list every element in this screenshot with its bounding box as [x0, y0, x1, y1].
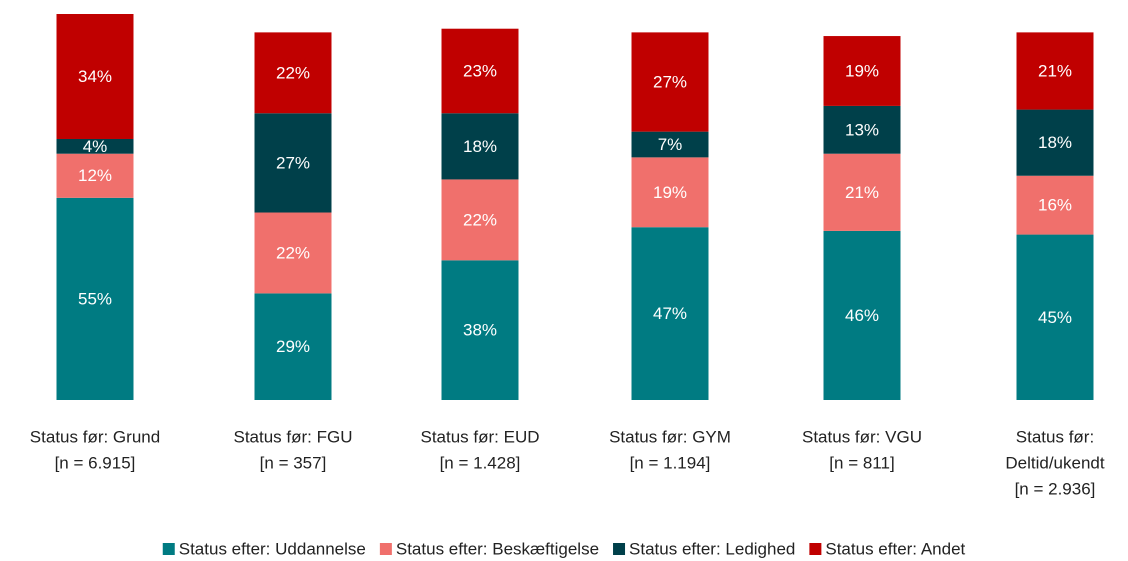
bar-segment	[1016, 109, 1094, 176]
bar-segment	[254, 32, 332, 114]
bar-segment	[441, 179, 519, 261]
bar-segment	[56, 138, 134, 154]
data-label: 22%	[463, 210, 497, 229]
legend-label: Status efter: Uddannelse	[179, 539, 366, 558]
data-label: 45%	[1038, 308, 1072, 327]
legend-swatch	[613, 543, 626, 555]
data-label: 7%	[658, 135, 683, 154]
x-tick-label: Status før: VGU	[802, 427, 922, 446]
x-tick-label: Deltid/ukendt	[1005, 453, 1105, 472]
x-tick-label: [n = 357]	[260, 453, 327, 472]
bar-segment	[823, 153, 901, 231]
x-tick-label: [n = 2.936]	[1015, 479, 1096, 498]
data-label: 38%	[463, 321, 497, 340]
bar-segment	[823, 105, 901, 154]
bar-segment	[56, 197, 134, 400]
data-label: 13%	[845, 120, 879, 139]
data-label: 19%	[845, 61, 879, 80]
data-label: 23%	[463, 61, 497, 80]
data-label: 21%	[1038, 61, 1072, 80]
bar-segment	[56, 14, 134, 139]
bar-segment	[823, 36, 901, 106]
bar-segment	[441, 113, 519, 180]
x-tick-label: [n = 1.428]	[440, 453, 521, 472]
data-label: 27%	[653, 72, 687, 91]
data-label: 18%	[1038, 133, 1072, 152]
bar-segment	[631, 157, 709, 228]
data-label: 22%	[276, 63, 310, 82]
legend-swatch	[809, 543, 822, 555]
bar-segment	[823, 230, 901, 400]
data-label: 46%	[845, 306, 879, 325]
data-label: 21%	[845, 183, 879, 202]
x-tick-label: [n = 1.194]	[630, 453, 711, 472]
bar-segment	[441, 28, 519, 114]
x-tick-label: [n = 811]	[829, 453, 894, 472]
legend-swatch	[162, 543, 175, 555]
data-label: 12%	[78, 166, 112, 185]
data-label: 55%	[78, 289, 112, 308]
bar-segment	[631, 131, 709, 158]
x-tick-label: Status før: GYM	[609, 427, 731, 446]
data-label: 34%	[78, 67, 112, 86]
x-tick-label: [n = 6.915]	[55, 453, 136, 472]
data-label: 29%	[276, 337, 310, 356]
data-label: 27%	[276, 153, 310, 172]
bar-segment	[631, 32, 709, 132]
bar-segment	[254, 212, 332, 294]
bar-segment	[254, 293, 332, 400]
data-label: 4%	[83, 137, 108, 156]
data-label: 19%	[653, 183, 687, 202]
bar-segment	[631, 227, 709, 400]
x-tick-label: Status før:	[1016, 427, 1094, 446]
data-label: 47%	[653, 304, 687, 323]
bar-segment	[1016, 32, 1094, 110]
bar-segment	[254, 113, 332, 213]
data-label: 16%	[1038, 196, 1072, 215]
x-tick-label: Status før: EUD	[420, 427, 539, 446]
data-label: 18%	[463, 137, 497, 156]
x-tick-label: Status før: Grund	[30, 427, 160, 446]
data-label: 22%	[276, 243, 310, 262]
legend-swatch	[379, 543, 392, 555]
bar-segment	[56, 153, 134, 198]
bar-segment	[1016, 175, 1094, 235]
x-tick-label: Status før: FGU	[233, 427, 352, 446]
legend-label: Status efter: Ledighed	[629, 539, 795, 558]
legend-label: Status efter: Beskæftigelse	[396, 539, 599, 558]
bar-segment	[1016, 234, 1094, 400]
bar-segment	[441, 260, 519, 400]
legend-label: Status efter: Andet	[825, 539, 965, 558]
